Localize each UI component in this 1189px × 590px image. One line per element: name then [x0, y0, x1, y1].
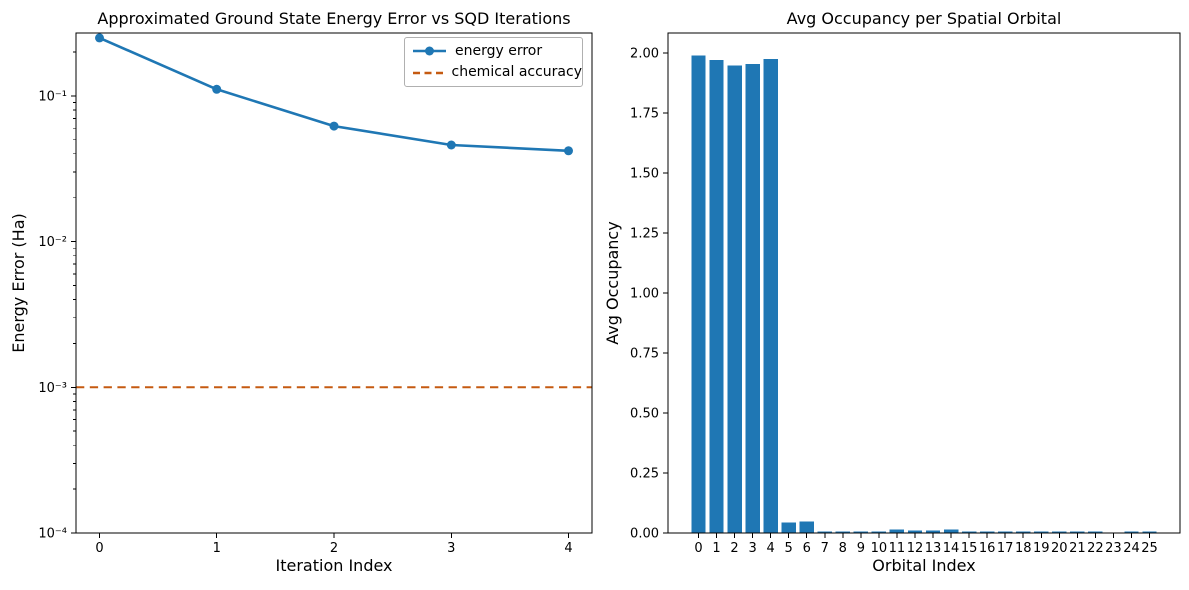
legend-entry-chemical-accuracy: chemical accuracy — [413, 64, 582, 81]
occupancy-bar-20 — [1052, 531, 1067, 533]
occupancy-bar-8 — [835, 531, 851, 533]
occupancy-bar-15 — [961, 531, 977, 533]
occupancy-bar-1 — [709, 60, 724, 534]
right-y-tick-label: 1.50 — [630, 166, 659, 181]
right-x-tick-label: 1 — [712, 541, 720, 556]
right-x-tick-label: 5 — [785, 541, 793, 556]
legend-entry-energy-error: energy error — [413, 43, 582, 60]
right-y-tick-label: 0.50 — [630, 406, 659, 421]
occupancy-bar-10 — [871, 531, 887, 533]
right-plot: 0.000.250.500.751.001.251.501.752.000 1 2 3… — [630, 32, 1181, 556]
occupancy-bar-7 — [817, 531, 832, 533]
right-y-tick-label: 0.75 — [630, 346, 659, 361]
left-x-tick-label: 1 — [213, 541, 221, 556]
occupancy-bar-19 — [1034, 531, 1049, 533]
left-x-axis-label: Iteration Index — [275, 556, 393, 575]
occupancy-bar-12 — [907, 530, 923, 533]
right-x-tick-label: 14 — [943, 541, 960, 556]
legend-label-energy-error: energy error — [455, 42, 543, 59]
occupancy-bar-9 — [853, 531, 869, 533]
right-x-tick-label: 11 — [889, 541, 906, 556]
energy-error-point-4 — [564, 146, 573, 156]
right-y-tick-label: 0.00 — [630, 527, 659, 542]
right-x-tick-label: 4 — [767, 541, 775, 556]
occupancy-bar-24 — [1124, 531, 1139, 533]
right-x-tick-label: 0 — [694, 541, 702, 556]
occupancy-bar-14 — [943, 529, 959, 533]
occupancy-bar-22 — [1088, 531, 1103, 533]
right-chart-title: Avg Occupancy per Spatial Orbital — [786, 9, 1062, 28]
energy-error-point-2 — [329, 121, 339, 131]
occupancy-bar-6 — [799, 521, 814, 533]
occupancy-bar-18 — [1016, 531, 1031, 533]
left-y-tick-label: 10⁻² — [38, 235, 67, 250]
right-x-tick-label: 19 — [1033, 541, 1050, 556]
legend-box: energy error chemical accuracy — [404, 37, 583, 87]
occupancy-bar-21 — [1070, 531, 1085, 533]
right-x-tick-label: 17 — [997, 541, 1014, 556]
right-x-tick-label: 12 — [907, 541, 924, 556]
right-x-tick-label: 23 — [1105, 541, 1122, 556]
energy-error-point-0 — [95, 33, 104, 43]
right-x-tick-label: 15 — [961, 541, 978, 556]
left-x-tick-label: 0 — [95, 541, 103, 556]
right-x-tick-label: 6 — [803, 541, 811, 556]
occupancy-bar-25 — [1142, 531, 1157, 533]
right-y-tick-label: 1.25 — [630, 226, 659, 241]
right-y-tick-label: 2.00 — [630, 46, 659, 61]
energy-error-point-3 — [446, 140, 456, 150]
occupancy-bar-13 — [925, 530, 941, 533]
left-plot-spines — [75, 32, 593, 534]
occupancy-bar-4 — [763, 58, 778, 534]
right-x-tick-label: 9 — [857, 541, 865, 556]
left-y-tick-label: 10⁻⁴ — [38, 527, 67, 542]
occupancy-bar-17 — [997, 531, 1013, 533]
line-marker-sample-icon — [413, 46, 446, 56]
right-y-axis-label: Avg Occupancy — [603, 221, 622, 345]
left-plot: 10⁻¹ 10⁻² 10⁻³ 10⁻⁴ 0 1 2 3 4 — [38, 32, 593, 556]
right-x-tick-label: 7 — [821, 541, 829, 556]
left-y-tick-label: 10⁻³ — [38, 381, 67, 396]
right-x-tick-label: 22 — [1087, 541, 1104, 556]
left-chart-title: Approximated Ground State Energy Error v… — [97, 9, 571, 28]
left-x-tick-label: 3 — [447, 541, 455, 556]
right-x-tick-label: 3 — [748, 541, 756, 556]
right-x-tick-label: 18 — [1015, 541, 1032, 556]
occupancy-bar-16 — [979, 531, 995, 533]
left-x-tick-label: 4 — [564, 541, 572, 556]
occupancy-bar-0 — [691, 55, 706, 533]
occupancy-bar-11 — [889, 529, 905, 533]
right-x-tick-label: 21 — [1069, 541, 1086, 556]
right-plot-spines — [667, 32, 1181, 534]
occupancy-bar-3 — [745, 64, 760, 533]
right-y-tick-label: 1.75 — [630, 106, 659, 121]
right-x-tick-label: 25 — [1141, 541, 1158, 556]
right-x-tick-label: 16 — [979, 541, 996, 556]
right-x-axis-label: Orbital Index — [872, 556, 976, 575]
right-y-tick-label: 0.25 — [630, 466, 659, 481]
energy-error-point-1 — [212, 84, 222, 94]
right-x-tick-label: 2 — [730, 541, 738, 556]
right-x-tick-label: 24 — [1123, 541, 1140, 556]
left-y-axis-label: Energy Error (Ha) — [9, 213, 28, 353]
right-x-tick-label: 13 — [925, 541, 942, 556]
right-x-tick-label: 10 — [871, 541, 888, 556]
dashed-line-sample-icon — [413, 71, 443, 75]
right-x-tick-label: 20 — [1051, 541, 1068, 556]
right-y-tick-label: 1.00 — [630, 286, 659, 301]
occupancy-bar-5 — [781, 522, 796, 533]
right-x-tick-label: 8 — [839, 541, 847, 556]
legend-label-chemical-accuracy: chemical accuracy — [451, 64, 583, 81]
left-x-tick-label: 2 — [330, 541, 338, 556]
left-y-tick-label: 10⁻¹ — [38, 89, 67, 104]
occupancy-bar-2 — [727, 65, 742, 534]
